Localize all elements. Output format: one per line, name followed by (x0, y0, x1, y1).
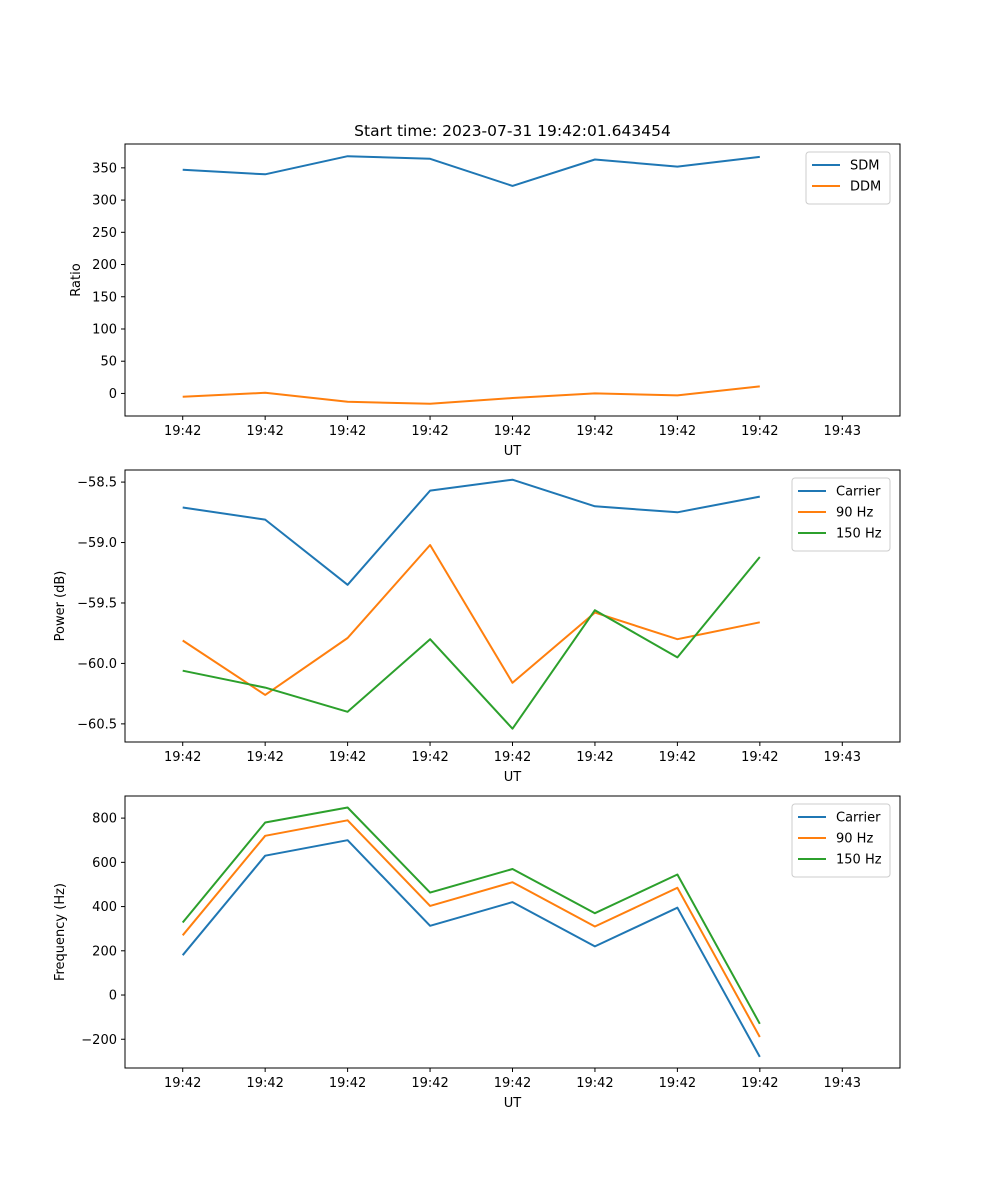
frequency-x-tick-label: 19:43 (824, 1076, 861, 1091)
power-y-axis-label: Power (dB) (53, 571, 68, 642)
ratio-x-tick-label: 19:42 (741, 424, 778, 439)
power-x-tick-label: 19:42 (576, 750, 613, 765)
ratio-y-tick-label: 150 (92, 290, 117, 305)
frequency-legend-label: Carrier (836, 811, 881, 826)
ratio-y-tick-label: 0 (109, 387, 117, 402)
ratio-y-tick-label: 300 (92, 194, 117, 209)
ratio-x-tick-label: 19:42 (164, 424, 201, 439)
ratio-legend-label: DDM (850, 180, 881, 195)
chart-title: Start time: 2023-07-31 19:42:01.643454 (354, 122, 671, 140)
power-legend-label: Carrier (836, 485, 881, 500)
frequency-y-tick-label: −200 (81, 1033, 117, 1048)
power-x-tick-label: 19:42 (164, 750, 201, 765)
power-y-tick-label: −58.5 (77, 476, 117, 491)
frequency-series-carrier (181, 839, 761, 1058)
power-y-tick-label: −59.0 (77, 536, 117, 551)
ratio-axes-frame (124, 143, 901, 417)
ratio-y-tick-label: 50 (100, 355, 117, 370)
power-series-90-hz (182, 544, 761, 696)
frequency-series-90-hz (181, 819, 761, 1038)
frequency-x-tick-label: 19:42 (494, 1076, 531, 1091)
ratio-y-axis-label: Ratio (69, 263, 84, 296)
frequency-legend-label: 150 Hz (836, 853, 882, 868)
frequency-x-axis-label: UT (504, 1096, 522, 1111)
ratio-y-tick-label: 350 (92, 161, 117, 176)
ratio-legend-label: SDM (850, 159, 879, 174)
power-x-tick-label: 19:42 (411, 750, 448, 765)
power-y-tick-label: −60.0 (77, 657, 117, 672)
ratio-panel: 19:42 19:42 19:42 19:42 19:42 19:42 19:42 19:42… (69, 122, 901, 459)
frequency-y-axis-label: Frequency (Hz) (53, 883, 68, 981)
frequency-x-tick-label: 19:42 (576, 1076, 613, 1091)
power-axes-frame (124, 469, 901, 743)
ratio-x-tick-label: 19:42 (411, 424, 448, 439)
power-panel: 19:42 19:42 19:42 19:42 19:42 19:42 19:42 19:42… (53, 469, 901, 785)
frequency-panel: 19:42 19:42 19:42 19:42 19:42 19:42 19:42 19:42… (53, 795, 901, 1111)
frequency-series-150-hz (181, 806, 761, 1025)
power-x-tick-label: 19:42 (246, 750, 283, 765)
power-legend: Carrier 90 Hz 150 Hz (791, 477, 891, 552)
ratio-x-tick-label: 19:42 (659, 424, 696, 439)
power-series-carrier (182, 478, 760, 586)
frequency-axes-frame (124, 795, 901, 1069)
ratio-series-ddm (182, 385, 760, 405)
frequency-y-tick-label: 800 (92, 812, 117, 827)
power-x-tick-label: 19:43 (824, 750, 861, 765)
frequency-legend-label: 90 Hz (836, 832, 873, 847)
frequency-x-tick-label: 19:42 (329, 1076, 366, 1091)
ratio-x-tick-label: 19:42 (494, 424, 531, 439)
ratio-series-sdm (182, 155, 760, 187)
ratio-x-tick-label: 19:43 (824, 424, 861, 439)
frequency-x-tick-label: 19:42 (411, 1076, 448, 1091)
power-y-tick-label: −59.5 (77, 596, 117, 611)
ratio-y-tick-label: 250 (92, 226, 117, 241)
frequency-x-tick-label: 19:42 (741, 1076, 778, 1091)
frequency-x-tick-label: 19:42 (246, 1076, 283, 1091)
power-x-tick-label: 19:42 (741, 750, 778, 765)
frequency-y-tick-label: 200 (92, 944, 117, 959)
power-series-150-hz (182, 556, 761, 730)
power-x-axis-label: UT (504, 770, 522, 785)
ratio-legend: SDM DDM (805, 151, 891, 205)
power-y-tick-label: −60.5 (77, 717, 117, 732)
frequency-y-tick-label: 0 (109, 989, 117, 1004)
ratio-x-tick-label: 19:42 (576, 424, 613, 439)
power-x-tick-label: 19:42 (329, 750, 366, 765)
ratio-x-tick-label: 19:42 (246, 424, 283, 439)
power-x-tick-label: 19:42 (494, 750, 531, 765)
power-x-tick-label: 19:42 (659, 750, 696, 765)
frequency-y-tick-label: 400 (92, 900, 117, 915)
power-legend-label: 90 Hz (836, 506, 873, 521)
frequency-x-tick-label: 19:42 (659, 1076, 696, 1091)
ratio-y-tick-label: 100 (92, 322, 117, 337)
frequency-y-tick-label: 600 (92, 856, 117, 871)
frequency-legend: Carrier 90 Hz 150 Hz (791, 803, 891, 878)
ratio-x-axis-label: UT (504, 444, 522, 459)
frequency-x-tick-label: 19:42 (164, 1076, 201, 1091)
ratio-y-tick-label: 200 (92, 258, 117, 273)
power-legend-label: 150 Hz (836, 527, 882, 542)
ratio-x-tick-label: 19:42 (329, 424, 366, 439)
